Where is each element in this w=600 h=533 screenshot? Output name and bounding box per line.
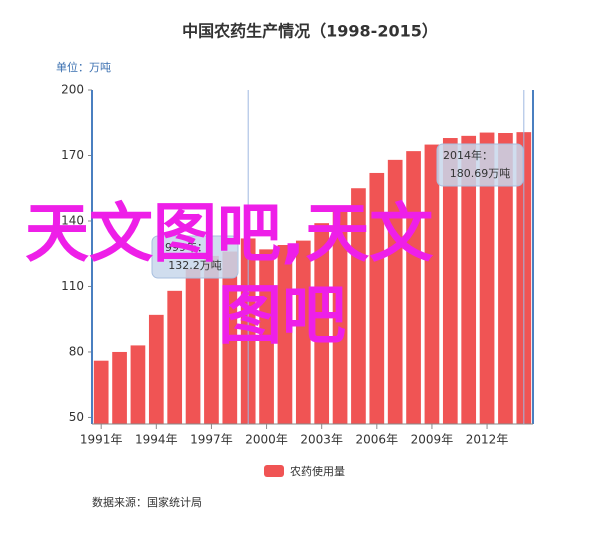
bar	[148, 314, 164, 424]
x-tick-label: 2003年	[300, 433, 343, 447]
tooltip-title: 1999年：	[158, 240, 208, 254]
legend-label: 农药使用量	[290, 464, 345, 478]
y-tick-label: 200	[61, 83, 84, 97]
bar	[93, 360, 109, 424]
legend-swatch	[264, 465, 284, 477]
y-tick-label: 80	[69, 344, 84, 358]
tooltip-text: 132.2万吨	[168, 259, 222, 272]
x-tick-label: 2009年	[411, 433, 454, 447]
bar	[424, 144, 440, 424]
source-note: 数据来源：国家统计局	[92, 495, 202, 509]
bar	[204, 255, 219, 424]
tooltip-text: 180.69万吨	[450, 167, 511, 180]
bar	[369, 172, 385, 424]
bar	[167, 290, 183, 424]
bar	[222, 251, 238, 424]
bar	[112, 351, 127, 424]
bar	[277, 244, 293, 424]
x-tick-label: 1991年	[80, 433, 123, 447]
tooltip-box	[436, 143, 524, 187]
y-tick-label: 170	[61, 148, 84, 162]
bar	[314, 223, 330, 424]
bar	[442, 138, 458, 425]
bar	[185, 269, 201, 424]
y-tick-label: 140	[61, 213, 84, 227]
y-tick-label: 110	[61, 279, 84, 293]
tooltip-title: 2014年：	[443, 148, 493, 162]
chart-title: 中国农药生产情况（1998-2015）	[182, 22, 438, 41]
watermark: 图吧	[218, 280, 346, 354]
bar	[387, 159, 403, 425]
bar	[130, 345, 146, 424]
x-tick-label: 1997年	[190, 433, 233, 447]
bar	[498, 133, 513, 424]
x-tick-label: 1994年	[135, 433, 178, 447]
bar	[295, 240, 311, 424]
x-tick-label: 2000年	[245, 433, 288, 447]
x-tick-label: 2012年	[466, 433, 509, 447]
bar	[351, 188, 366, 424]
bar	[461, 135, 477, 424]
bar	[406, 151, 421, 424]
y-tick-label: 50	[69, 410, 84, 424]
bar	[479, 132, 495, 424]
tooltip-box	[151, 235, 239, 279]
watermark: 天文图吧,天文	[25, 198, 433, 272]
bar	[259, 249, 274, 424]
x-tick-label: 2006年	[356, 433, 399, 447]
unit-label: 单位：万吨	[56, 60, 111, 74]
bar	[332, 210, 348, 424]
